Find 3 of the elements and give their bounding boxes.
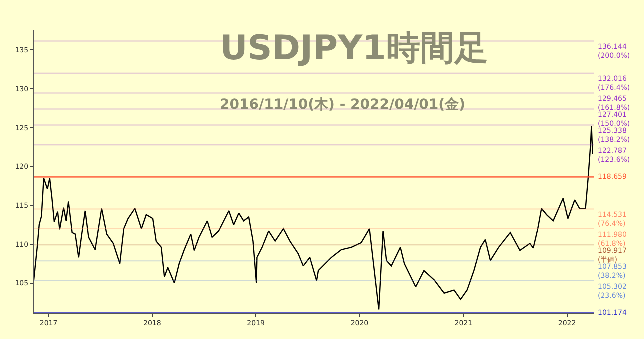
chart-title: USDJPY1時間足 bbox=[220, 28, 488, 68]
line-series bbox=[34, 126, 594, 310]
text: 2016/11/10(木) - 2022/04/01(金) bbox=[220, 97, 466, 113]
